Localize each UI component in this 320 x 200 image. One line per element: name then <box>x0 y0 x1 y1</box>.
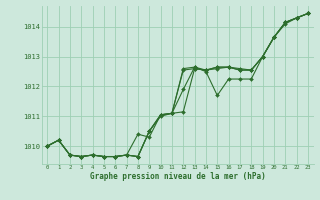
X-axis label: Graphe pression niveau de la mer (hPa): Graphe pression niveau de la mer (hPa) <box>90 172 266 181</box>
